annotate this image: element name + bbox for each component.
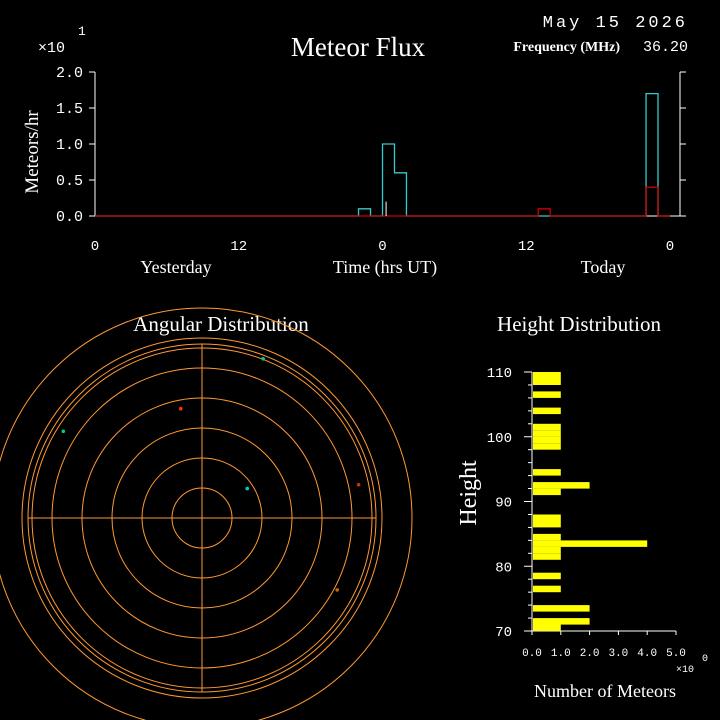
height-bar-6 — [533, 436, 561, 444]
flux-y-tick-label: 2.0 — [56, 65, 83, 82]
height-title: Height Distribution — [497, 312, 661, 336]
angular-point-4 — [356, 482, 361, 487]
height-y-tick-label: 100 — [487, 431, 512, 447]
height-bar-3 — [533, 407, 561, 415]
flux-y-multiplier: ×10 — [38, 40, 65, 57]
height-bar-8 — [533, 469, 561, 476]
height-bar-17 — [533, 572, 561, 580]
height-x-multiplier-exponent: 0 — [702, 654, 708, 665]
flux-x-tick-label: 12 — [230, 239, 247, 255]
height-bar-10 — [533, 488, 561, 496]
height-bar-11 — [533, 514, 561, 521]
flux-title: Meteor Flux — [291, 32, 426, 62]
angular-title: Angular Distribution — [133, 312, 309, 336]
height-x-tick-label: 1.0 — [551, 648, 571, 660]
height-bar-15 — [533, 546, 561, 554]
height-bar-2 — [533, 391, 561, 398]
report-date: May 15 2026 — [543, 14, 688, 33]
height-bar-0 — [533, 372, 561, 379]
height-y-tick-label: 70 — [495, 625, 512, 641]
flux-y-axis-label: Meteors/hr — [22, 110, 43, 194]
height-y-tick-label: 110 — [487, 366, 512, 382]
angular-point-5 — [335, 588, 340, 592]
height-x-tick-label: 0.0 — [522, 648, 542, 660]
flux-x-tick-label: 0 — [666, 239, 674, 255]
height-x-multiplier: ×10 — [676, 665, 694, 676]
angular-point-0 — [261, 357, 265, 361]
height-bar-13 — [533, 533, 561, 541]
height-distribution-chart: Height Distribution Height Number of Met… — [456, 312, 708, 701]
height-y-tick-label: 80 — [495, 560, 512, 576]
flux-y-tick-label: 1.0 — [56, 137, 83, 154]
flux-x-tick-label: 0 — [378, 239, 386, 255]
height-y-tick-label: 90 — [495, 496, 512, 512]
frequency-value: 36.20 — [643, 39, 688, 56]
height-bar-18 — [533, 585, 561, 593]
height-bar-4 — [533, 423, 561, 431]
height-bar-12 — [533, 520, 561, 528]
angular-ring-7 — [0, 307, 413, 720]
height-bar-5 — [533, 430, 561, 437]
height-y-axis-label: Height — [456, 460, 482, 526]
flux-series-line-1 — [95, 186, 670, 217]
angular-point-1 — [61, 429, 66, 434]
meteor-flux-chart: Meteor Flux ×10 1 Meteors/hr Time (hrs U… — [22, 24, 686, 278]
height-bar-16 — [533, 553, 561, 560]
flux-day-label-today: Today — [581, 257, 626, 277]
height-bar-1 — [533, 378, 561, 385]
height-bar-14 — [533, 540, 648, 547]
angular-point-2 — [179, 406, 183, 411]
flux-series-line-0 — [95, 92, 670, 217]
flux-y-tick-label: 1.5 — [56, 101, 83, 118]
height-x-tick-label: 3.0 — [608, 648, 628, 660]
frequency-label: Frequency (MHz) — [513, 40, 620, 55]
angular-point-3 — [245, 486, 249, 491]
flux-day-label-yesterday: Yesterday — [140, 257, 211, 277]
flux-y-tick-label: 0.5 — [56, 173, 83, 190]
height-bar-19 — [533, 605, 590, 612]
height-bar-20 — [533, 618, 590, 625]
height-bar-9 — [533, 482, 590, 489]
height-bar-21 — [533, 624, 561, 631]
flux-x-tick-label: 12 — [518, 239, 535, 255]
flux-y-multiplier-exponent: 1 — [78, 24, 86, 39]
height-bar-7 — [533, 443, 561, 450]
height-x-axis-label: Number of Meteors — [534, 681, 676, 701]
height-x-tick-label: 2.0 — [580, 648, 600, 660]
flux-x-axis-label: Time (hrs UT) — [333, 257, 437, 278]
angular-distribution-chart: Angular Distribution — [0, 307, 413, 720]
flux-y-tick-label: 0.0 — [56, 209, 83, 226]
angular-ring-6 — [21, 337, 383, 699]
height-x-tick-label: 5.0 — [666, 648, 686, 660]
flux-x-tick-label: 0 — [91, 239, 99, 255]
height-x-tick-label: 4.0 — [637, 648, 657, 660]
